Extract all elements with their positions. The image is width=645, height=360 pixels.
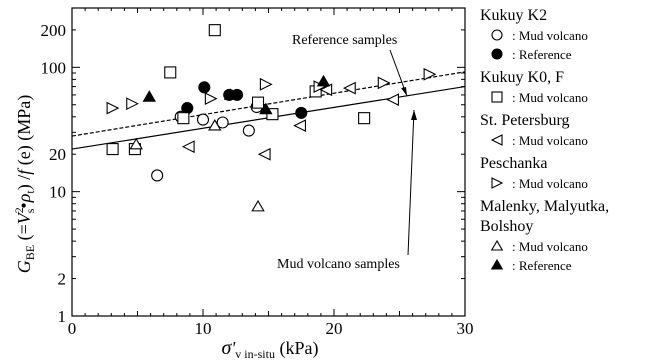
point-tri-left-open	[386, 93, 400, 106]
legend-entry-label: : Mud volcano	[512, 133, 588, 148]
annotation-mud-volcano-samples: Mud volcano samples	[277, 257, 400, 272]
point-tri-right-open	[106, 101, 120, 115]
point-tri-left-open	[257, 147, 271, 161]
legend-group-title: Kukuy K2	[480, 7, 547, 24]
y-axis-title: GBE (=V2s•ρt) /f (e) (MPa)	[12, 95, 37, 273]
point-tri-up-filled	[223, 88, 238, 100]
point-circle-open	[196, 113, 210, 126]
x-tick-label: 30	[457, 319, 474, 338]
point-tri-up-filled	[259, 102, 273, 115]
point-square-open	[177, 112, 190, 125]
legend-group-title: Peschanka	[480, 155, 548, 172]
legend-group-title: Malenky, Malyutka,	[480, 198, 609, 215]
x-tick-label: 10	[195, 319, 212, 338]
point-tri-right-open	[126, 97, 139, 111]
y-title-close: ) /	[14, 175, 35, 191]
annotation-arrow-mud	[407, 109, 415, 256]
axes: 0 10 20 30 1 2 10 20 100 200	[41, 7, 474, 338]
legend-entry-label: : Mud volcano	[512, 28, 588, 43]
fit-line-dashed	[71, 71, 466, 137]
legend-marker-square-open	[491, 91, 503, 103]
point-tri-up-open	[251, 199, 265, 212]
point-tri-left-open	[181, 140, 195, 154]
y-title-g: G	[14, 260, 34, 273]
y-title-dot: •	[14, 202, 34, 208]
point-tri-up-filled	[142, 90, 157, 102]
point-circle-filled	[295, 106, 308, 119]
legend-entry-label: : Mud volcano	[512, 176, 588, 191]
point-tri-up-open	[208, 118, 222, 131]
y-tick-label: 2	[58, 270, 67, 289]
y-tick-label: 10	[49, 183, 66, 202]
legend-marker-circle-open	[491, 29, 503, 41]
point-square-open	[251, 96, 265, 109]
legend-entry-label: : Mud volcano	[512, 239, 588, 254]
x-title-unit: (kPa)	[275, 338, 319, 359]
legend-marker-circle-filled	[491, 48, 503, 60]
point-tri-left-open	[293, 119, 306, 132]
x-title-prime: '	[231, 338, 236, 358]
y-tick-label: 1	[58, 307, 67, 326]
point-square-open	[208, 24, 221, 37]
y-tick-label: 100	[41, 58, 67, 77]
point-tri-right-open	[204, 92, 218, 106]
point-square-open	[106, 143, 119, 156]
y-title-v-sub: s	[23, 208, 37, 213]
point-tri-up-filled	[316, 74, 331, 87]
y-title-v-sup: 2	[12, 207, 26, 213]
point-tri-right-open	[377, 76, 391, 90]
legend: Kukuy K2 : Mud volcano : Reference Kukuy K0…	[480, 7, 609, 273]
point-square-open	[164, 66, 177, 79]
x-tick-label: 0	[68, 319, 77, 338]
legend-marker-tri-right-open	[491, 177, 504, 189]
annotation-reference-samples: Reference samples	[292, 33, 397, 48]
y-title-f: f	[14, 167, 34, 175]
point-circle-filled	[198, 81, 211, 94]
point-tri-left-open	[342, 81, 356, 95]
point-circle-open	[151, 169, 164, 182]
plot-area	[71, 24, 466, 212]
point-circle-open	[242, 124, 255, 137]
point-tri-right-open	[259, 77, 273, 91]
y-tick-label: 200	[41, 21, 67, 40]
x-title-sub: v in-situ	[235, 347, 275, 360]
legend-entry-label: : Reference	[512, 258, 572, 273]
y-title-g-sub: BE	[23, 245, 37, 260]
annotation-arrowhead-reference	[401, 87, 407, 96]
y-tick-label: 20	[49, 145, 66, 164]
legend-marker-tri-up-filled	[490, 258, 504, 270]
y-title-e: (e) (MPa)	[14, 95, 35, 170]
point-circle-open	[216, 116, 229, 129]
legend-group-title: Kukuy K0, F	[480, 69, 564, 86]
legend-group-title: Bolshoy	[480, 218, 533, 235]
legend-entry-label: : Mud volcano	[512, 90, 588, 105]
legend-marker-tri-up-open	[490, 239, 504, 251]
y-title-rho-sub: t	[23, 190, 37, 194]
point-tri-up-open	[129, 137, 143, 150]
y-title-rho: ρ	[14, 193, 34, 203]
y-title-open: (=	[14, 224, 35, 245]
point-tri-right-open	[423, 67, 437, 81]
x-tick-label: 20	[326, 319, 343, 338]
x-title-sigma: σ	[222, 337, 233, 359]
point-square-open	[358, 112, 371, 125]
point-tri-left-open	[319, 83, 333, 97]
x-axis-title: σ'v in-situ (kPa)	[222, 337, 319, 360]
legend-entry-label: : Reference	[512, 47, 572, 62]
y-title-v: V	[14, 211, 34, 224]
annotation-arrowhead-mud	[411, 110, 417, 120]
point-circle-filled	[181, 102, 194, 115]
legend-group-title: St. Petersburg	[480, 112, 569, 129]
plot-frame	[71, 7, 466, 317]
legend-marker-tri-left-open	[490, 134, 503, 146]
